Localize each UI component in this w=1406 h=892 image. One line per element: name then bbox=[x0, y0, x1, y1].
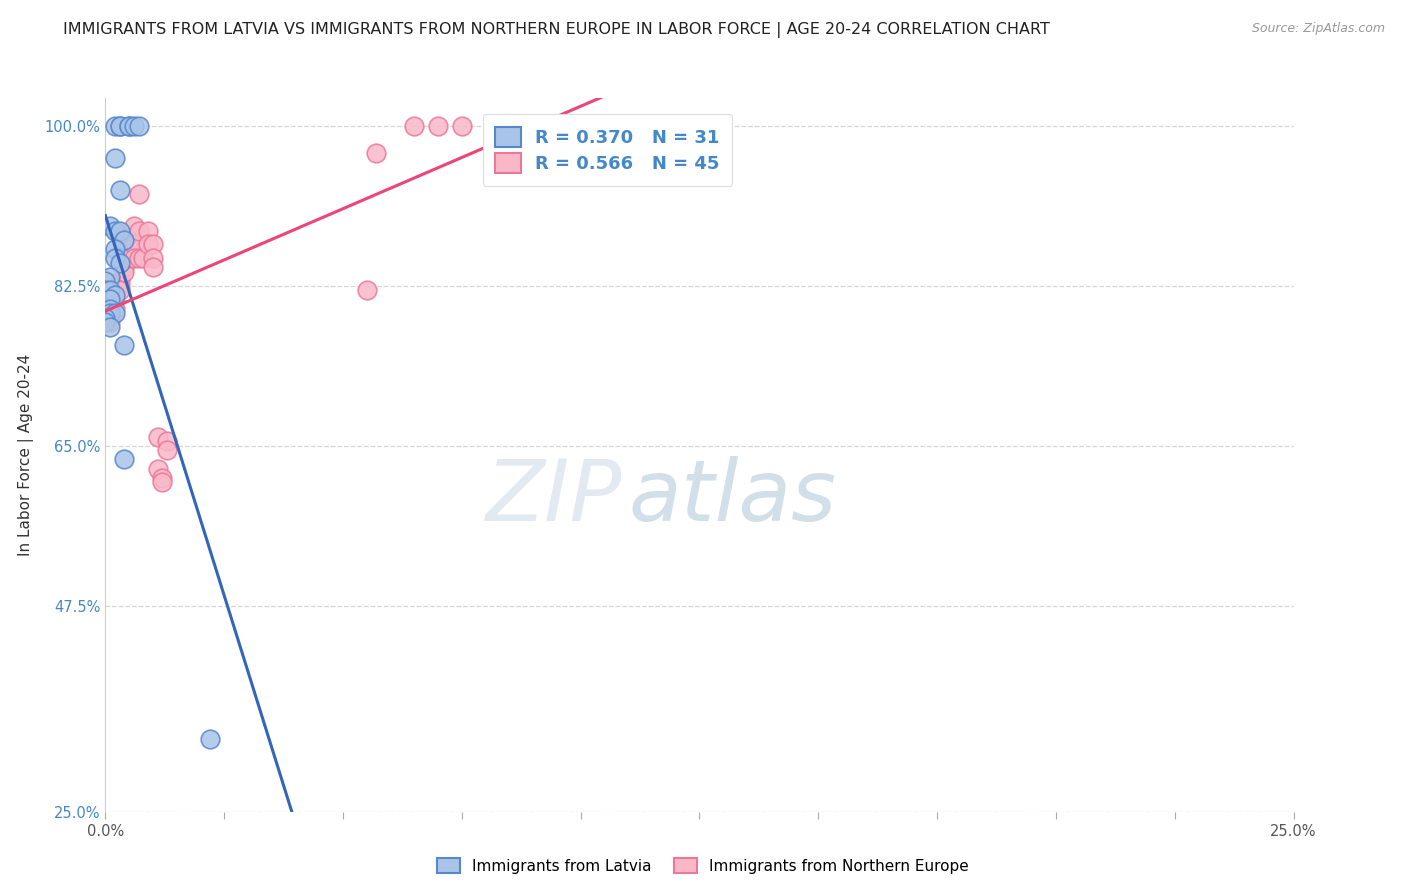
Point bbox=[108, 183, 131, 197]
Point bbox=[122, 119, 145, 133]
Legend: R = 0.370   N = 31, R = 0.566   N = 45: R = 0.370 N = 31, R = 0.566 N = 45 bbox=[482, 114, 733, 186]
Point bbox=[114, 233, 136, 247]
Point bbox=[104, 288, 127, 302]
Point bbox=[94, 301, 117, 316]
Point bbox=[546, 119, 568, 133]
Point bbox=[122, 219, 145, 234]
Point bbox=[104, 151, 127, 165]
Point bbox=[146, 429, 169, 443]
Point bbox=[114, 251, 136, 265]
Point bbox=[108, 256, 131, 270]
Point bbox=[498, 119, 520, 133]
Point bbox=[142, 237, 165, 252]
Legend: Immigrants from Latvia, Immigrants from Northern Europe: Immigrants from Latvia, Immigrants from … bbox=[430, 852, 976, 880]
Point bbox=[427, 119, 450, 133]
Point bbox=[128, 187, 150, 202]
Text: Source: ZipAtlas.com: Source: ZipAtlas.com bbox=[1251, 22, 1385, 36]
Point bbox=[94, 283, 117, 297]
Text: atlas: atlas bbox=[628, 456, 837, 540]
Point bbox=[98, 219, 121, 234]
Point bbox=[98, 283, 121, 297]
Point bbox=[114, 338, 136, 352]
Point bbox=[122, 251, 145, 265]
Point bbox=[94, 274, 117, 288]
Point bbox=[94, 301, 117, 316]
Point bbox=[118, 119, 141, 133]
Point bbox=[198, 731, 221, 746]
Point bbox=[146, 461, 169, 475]
Point bbox=[118, 242, 141, 256]
Text: ZIP: ZIP bbox=[486, 456, 623, 540]
Point bbox=[132, 251, 155, 265]
Y-axis label: In Labor Force | Age 20-24: In Labor Force | Age 20-24 bbox=[18, 354, 34, 556]
Point bbox=[98, 306, 121, 320]
Point bbox=[522, 119, 544, 133]
Point bbox=[98, 319, 121, 334]
Point bbox=[104, 242, 127, 256]
Point bbox=[118, 251, 141, 265]
Point bbox=[114, 452, 136, 467]
Point bbox=[98, 306, 121, 320]
Point bbox=[142, 251, 165, 265]
Point bbox=[98, 269, 121, 284]
Point bbox=[98, 301, 121, 316]
Point bbox=[104, 251, 127, 265]
Point bbox=[152, 475, 174, 490]
Point bbox=[108, 224, 131, 238]
Point bbox=[104, 306, 127, 320]
Point bbox=[404, 119, 426, 133]
Point bbox=[98, 293, 121, 307]
Point bbox=[122, 237, 145, 252]
Point bbox=[152, 471, 174, 485]
Point bbox=[136, 224, 159, 238]
Point bbox=[104, 224, 127, 238]
Point bbox=[136, 237, 159, 252]
Point bbox=[98, 315, 121, 329]
Point bbox=[142, 260, 165, 275]
Point bbox=[118, 119, 141, 133]
Point bbox=[104, 283, 127, 297]
Point bbox=[104, 119, 127, 133]
Point bbox=[108, 278, 131, 293]
Point bbox=[114, 260, 136, 275]
Point bbox=[94, 310, 117, 325]
Point bbox=[128, 251, 150, 265]
Point bbox=[104, 293, 127, 307]
Point bbox=[356, 283, 378, 297]
Point bbox=[108, 283, 131, 297]
Point bbox=[156, 443, 179, 458]
Point bbox=[128, 224, 150, 238]
Point bbox=[94, 306, 117, 320]
Point bbox=[450, 119, 472, 133]
Point bbox=[94, 315, 117, 329]
Point bbox=[104, 288, 127, 302]
Point bbox=[98, 310, 121, 325]
Point bbox=[104, 301, 127, 316]
Text: IMMIGRANTS FROM LATVIA VS IMMIGRANTS FROM NORTHERN EUROPE IN LABOR FORCE | AGE 2: IMMIGRANTS FROM LATVIA VS IMMIGRANTS FRO… bbox=[63, 22, 1050, 38]
Point bbox=[114, 265, 136, 279]
Point bbox=[156, 434, 179, 449]
Point bbox=[366, 146, 388, 161]
Point bbox=[108, 119, 131, 133]
Point bbox=[128, 119, 150, 133]
Point bbox=[108, 119, 131, 133]
Point bbox=[118, 233, 141, 247]
Point bbox=[108, 274, 131, 288]
